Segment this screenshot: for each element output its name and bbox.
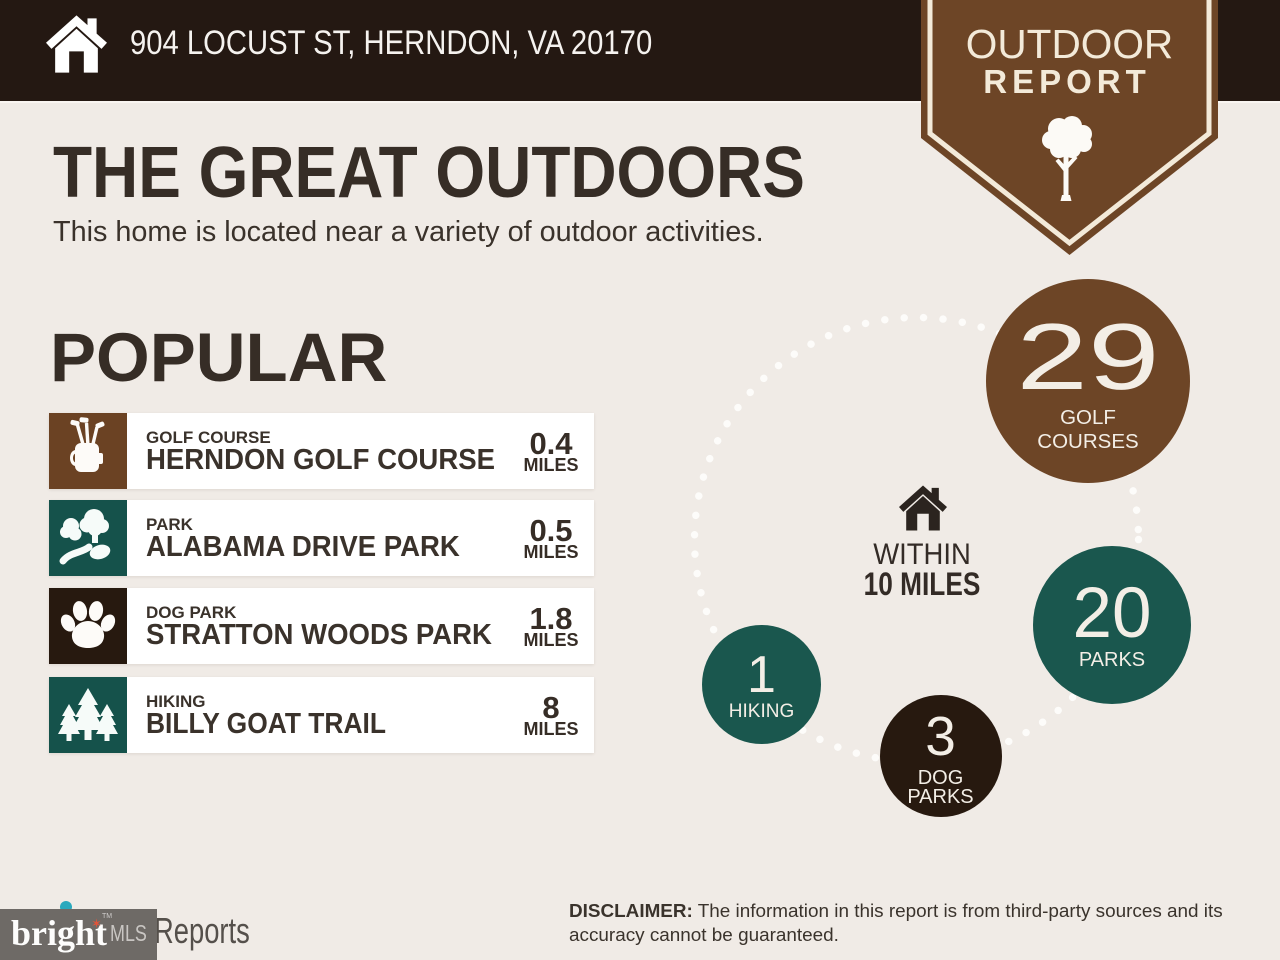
svg-text:OUTDOOR: OUTDOOR <box>966 21 1173 67</box>
svg-text:REPORT: REPORT <box>983 63 1151 100</box>
